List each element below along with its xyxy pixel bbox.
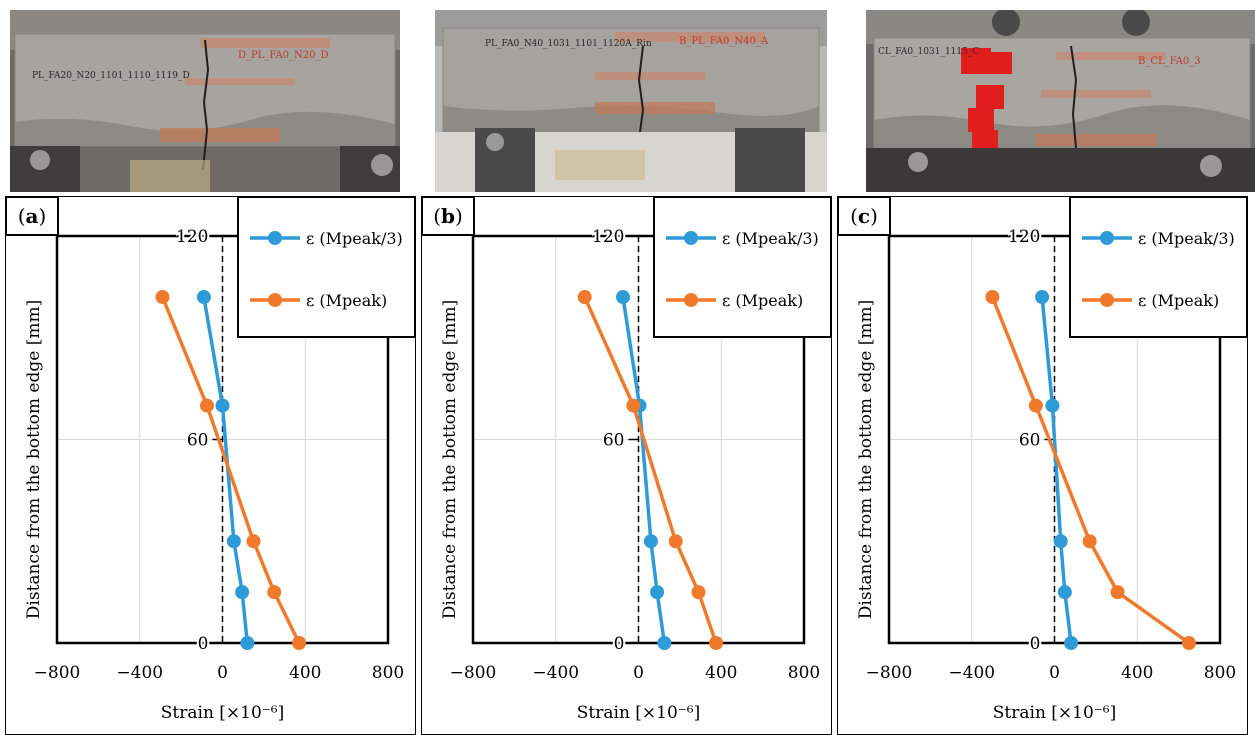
data-point: [668, 534, 683, 549]
data-point: [246, 534, 261, 549]
data-point: [292, 636, 307, 650]
data-point: [985, 290, 1000, 305]
data-point: [267, 585, 282, 600]
x-tick-label: −400: [116, 663, 163, 683]
x-tick-label: −400: [532, 663, 579, 683]
legend-entry: ε (Mpeak): [1138, 291, 1219, 310]
legend-entry: ε (Mpeak/3): [1138, 229, 1235, 248]
y-tick-label: 0: [1030, 634, 1041, 654]
data-point: [1057, 585, 1072, 600]
data-point: [1053, 534, 1068, 549]
data-point: [1082, 534, 1097, 549]
x-tick-label: −800: [450, 663, 497, 683]
y-tick-label: 0: [198, 634, 209, 654]
panel-label-box: [5, 196, 59, 236]
y-axis-title: Distance from the bottom edge [mm]: [24, 300, 44, 619]
x-tick-label: −800: [866, 663, 913, 683]
data-point: [199, 398, 214, 413]
data-point: [215, 398, 230, 413]
legend-entry: ε (Mpeak/3): [722, 229, 819, 248]
legend-swatch-marker: [268, 231, 282, 245]
x-tick-label: 400: [289, 663, 321, 683]
y-tick-label: 60: [603, 431, 625, 451]
data-point: [709, 636, 724, 650]
x-tick-label: 0: [1049, 663, 1060, 683]
y-tick-label: 120: [1008, 227, 1040, 247]
beam-photo-b: PL_FA0_N40_1031_1101_1120A_Rin B_PL_FA0_…: [435, 10, 827, 192]
panel-label-box: [837, 196, 891, 236]
panel-label: (b): [433, 204, 463, 228]
y-axis-title: Distance from the bottom edge [mm]: [856, 300, 876, 619]
data-point: [1110, 585, 1125, 600]
legend-swatch-marker: [684, 231, 698, 245]
data-point: [577, 290, 592, 305]
legend-swatch-marker: [1100, 231, 1114, 245]
y-axis-title: Distance from the bottom edge [mm]: [440, 300, 460, 619]
chart-panel-b: 0 60 120 −800 −400 0 400 800 Strain [×10⁻⁶] Dista…: [421, 196, 832, 735]
x-tick-label: 400: [1121, 663, 1153, 683]
y-tick-label: 0: [614, 634, 625, 654]
y-tick-label: 120: [592, 227, 624, 247]
legend-swatch-marker: [1100, 293, 1114, 307]
x-tick-label: 400: [705, 663, 737, 683]
x-tick-label: −400: [948, 663, 995, 683]
photo-label-right: D_PL_FA0_N20_D: [238, 50, 329, 61]
x-tick-label: −800: [34, 663, 81, 683]
x-axis-title: Strain [×10⁻⁶]: [577, 703, 700, 723]
x-tick-label: 0: [217, 663, 228, 683]
series-line: [990, 296, 1190, 645]
data-point: [1181, 636, 1196, 650]
photo-label-left: PL_FA0_N40_1031_1101_1120A_Rin: [485, 39, 652, 49]
x-tick-label: 800: [372, 663, 404, 683]
photo-label-right: B_PL_FA0_N40_A: [679, 36, 769, 47]
data-point: [226, 534, 241, 549]
legend-swatch-marker: [684, 293, 698, 307]
data-point: [657, 636, 672, 650]
photo-label-left: PL_FA20_N20_1101_1110_1119_D: [32, 71, 190, 81]
x-tick-label: 800: [1204, 663, 1236, 683]
data-point: [1028, 398, 1043, 413]
data-point: [240, 636, 255, 650]
chart-panel-a: 0 60 120 −800 −400 0 400 800 Strain [×10⁻⁶] Dista…: [5, 196, 416, 735]
y-tick-label: 60: [1019, 431, 1041, 451]
legend-entry: ε (Mpeak/3): [306, 229, 403, 248]
data-point: [691, 585, 706, 600]
data-point: [1064, 636, 1079, 650]
data-point: [615, 290, 630, 305]
panel-label-box: [421, 196, 475, 236]
x-tick-label: 800: [788, 663, 820, 683]
legend-entry: ε (Mpeak): [306, 291, 387, 310]
data-point: [650, 585, 665, 600]
legend-swatch-marker: [268, 293, 282, 307]
x-axis-title: Strain [×10⁻⁶]: [161, 703, 284, 723]
data-point: [155, 290, 170, 305]
legend-box: [237, 196, 416, 338]
y-tick-label: 120: [176, 227, 208, 247]
data-point: [626, 398, 641, 413]
data-point: [235, 585, 250, 600]
legend-box: [653, 196, 832, 338]
x-tick-label: 0: [633, 663, 644, 683]
strain-chart-c: 0 60 120 −800 −400 0 400 800 Strain [×10⁻⁶] Dista…: [837, 196, 1248, 735]
legend-box: [1069, 196, 1248, 338]
strain-chart-a: 0 60 120 −800 −400 0 400 800 Strain [×10⁻⁶] Dista…: [5, 196, 416, 735]
panel-label: (c): [850, 204, 878, 228]
chart-panel-c: 0 60 120 −800 −400 0 400 800 Strain [×10⁻⁶] Dista…: [837, 196, 1248, 735]
photo-label-left: CL_FA0_1031_1115_C: [878, 47, 979, 57]
legend-entry: ε (Mpeak): [722, 291, 803, 310]
beam-photo-a: PL_FA20_N20_1101_1110_1119_D D_PL_FA0_N2…: [10, 10, 400, 192]
data-point: [1045, 398, 1060, 413]
panel-label: (a): [18, 204, 47, 228]
x-axis-title: Strain [×10⁻⁶]: [993, 703, 1116, 723]
strain-chart-b: 0 60 120 −800 −400 0 400 800 Strain [×10⁻⁶] Dista…: [421, 196, 832, 735]
beam-photo-c: CL_FA0_1031_1115_C B_CL_FA0_3: [866, 10, 1255, 192]
photo-label-right: B_CL_FA0_3: [1138, 56, 1201, 67]
data-point: [1035, 290, 1050, 305]
data-point: [643, 534, 658, 549]
data-point: [196, 290, 211, 305]
y-tick-label: 60: [187, 431, 209, 451]
